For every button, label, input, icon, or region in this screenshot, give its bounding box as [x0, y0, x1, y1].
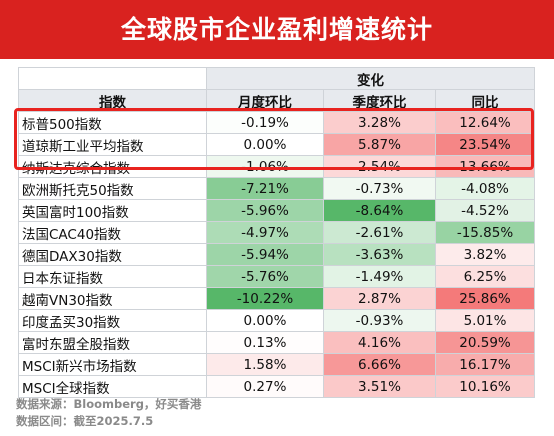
index-name-cell: 纳斯达克综合指数 [18, 155, 207, 178]
qoq-value-cell: 2.87% [323, 287, 436, 310]
qoq-value-cell: -0.93% [323, 309, 436, 332]
qoq-value-cell: 6.66% [323, 353, 436, 376]
index-name-cell: 日本东证指数 [18, 265, 207, 288]
yoy-value-cell: -4.52% [434, 199, 536, 222]
column-header-qoq: 季度环比 [323, 89, 436, 112]
mom-value-cell: 1.58% [206, 353, 324, 376]
yoy-value-cell: 16.17% [434, 353, 536, 376]
table-row: 道琼斯工业平均指数 0.00% 5.87% 23.54% [18, 133, 536, 156]
column-header-mom: 月度环比 [206, 89, 324, 112]
table-row: 英国富时100指数 -5.96% -8.64% -4.52% [18, 199, 536, 222]
mom-value-cell: -5.76% [206, 265, 324, 288]
header-blank-cell [18, 67, 207, 90]
yoy-value-cell: 20.59% [434, 331, 536, 354]
qoq-value-cell: 3.51% [323, 375, 436, 398]
mom-value-cell: -0.19% [206, 111, 324, 134]
qoq-value-cell: -1.49% [323, 265, 436, 288]
chart-title-banner: 全球股市企业盈利增速统计 [0, 0, 554, 59]
mom-value-cell: -5.96% [206, 199, 324, 222]
qoq-value-cell: 5.87% [323, 133, 436, 156]
qoq-value-cell: 3.28% [323, 111, 436, 134]
yoy-value-cell: 25.86% [434, 287, 536, 310]
table-row: 印度孟买30指数 0.00% -0.93% 5.01% [18, 309, 536, 332]
table-row: 纳斯达克综合指数 -1.06% 2.54% 13.66% [18, 155, 536, 178]
yoy-value-cell: -4.08% [434, 177, 536, 200]
table-row: 日本东证指数 -5.76% -1.49% 6.25% [18, 265, 536, 288]
index-name-cell: 道琼斯工业平均指数 [18, 133, 207, 156]
qoq-value-cell: 4.16% [323, 331, 436, 354]
yoy-value-cell: 10.16% [434, 375, 536, 398]
qoq-value-cell: -0.73% [323, 177, 436, 200]
mom-value-cell: -4.97% [206, 221, 324, 244]
qoq-value-cell: 2.54% [323, 155, 436, 178]
mom-value-cell: -5.94% [206, 243, 324, 266]
index-name-cell: MSCI全球指数 [18, 375, 207, 398]
yoy-value-cell: -15.85% [434, 221, 536, 244]
index-name-cell: 英国富时100指数 [18, 199, 207, 222]
mom-value-cell: -7.21% [206, 177, 324, 200]
mom-value-cell: 0.27% [206, 375, 324, 398]
index-name-cell: 标普500指数 [18, 111, 207, 134]
table-body: 标普500指数 -0.19% 3.28% 12.64% 道琼斯工业平均指数 0.00% 5.… [18, 111, 536, 398]
column-header-yoy: 同比 [434, 89, 536, 112]
qoq-value-cell: -3.63% [323, 243, 436, 266]
index-name-cell: 富时东盟全股指数 [18, 331, 207, 354]
index-name-cell: 欧洲斯托克50指数 [18, 177, 207, 200]
yoy-value-cell: 5.01% [434, 309, 536, 332]
mom-value-cell: 0.00% [206, 133, 324, 156]
mom-value-cell: -10.22% [206, 287, 324, 310]
yoy-value-cell: 12.64% [434, 111, 536, 134]
yoy-value-cell: 23.54% [434, 133, 536, 156]
mom-value-cell: -1.06% [206, 155, 324, 178]
table-row: 富时东盟全股指数 0.13% 4.16% 20.59% [18, 331, 536, 354]
qoq-value-cell: -2.61% [323, 221, 436, 244]
column-header-index: 指数 [18, 89, 207, 112]
table-row: 欧洲斯托克50指数 -7.21% -0.73% -4.08% [18, 177, 536, 200]
yoy-value-cell: 3.82% [434, 243, 536, 266]
table-row: 法国CAC40指数 -4.97% -2.61% -15.85% [18, 221, 536, 244]
data-period-note: 数据区间：截至2025.7.5 [16, 414, 154, 428]
table-row: MSCI全球指数 0.27% 3.51% 10.16% [18, 375, 536, 398]
earnings-growth-table: 变化 指数 月度环比 季度环比 同比 标普500指数 -0.19% 3.28% 12.… [18, 67, 536, 398]
qoq-value-cell: -8.64% [323, 199, 436, 222]
mom-value-cell: 0.00% [206, 309, 324, 332]
group-header-change: 变化 [205, 67, 536, 90]
table-row: 越南VN30指数 -10.22% 2.87% 25.86% [18, 287, 536, 310]
yoy-value-cell: 6.25% [434, 265, 536, 288]
data-source-note: 数据来源：Bloomberg，好买香港 [16, 397, 202, 411]
index-name-cell: 法国CAC40指数 [18, 221, 207, 244]
index-name-cell: 德国DAX30指数 [18, 243, 207, 266]
table-row: 德国DAX30指数 -5.94% -3.63% 3.82% [18, 243, 536, 266]
index-name-cell: MSCI新兴市场指数 [18, 353, 207, 376]
index-name-cell: 印度孟买30指数 [18, 309, 207, 332]
yoy-value-cell: 13.66% [434, 155, 536, 178]
table-row: MSCI新兴市场指数 1.58% 6.66% 16.17% [18, 353, 536, 376]
table-row: 标普500指数 -0.19% 3.28% 12.64% [18, 111, 536, 134]
mom-value-cell: 0.13% [206, 331, 324, 354]
index-name-cell: 越南VN30指数 [18, 287, 207, 310]
